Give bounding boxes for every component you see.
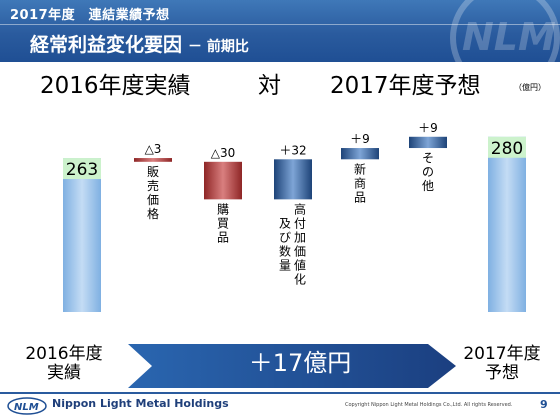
category-label-3a-3: 加: [294, 230, 306, 244]
value-label-2: △3: [145, 142, 162, 156]
category-label-3a-1: 高: [294, 201, 306, 216]
comparison-middle: 対: [258, 73, 281, 99]
category-label-1-2: 売: [147, 178, 159, 193]
category-label-2-2: 買: [217, 216, 229, 230]
comparison-left: 2016年度実績: [40, 73, 191, 99]
value-label-5: ＋9: [350, 132, 370, 146]
page-title-main: 経常利益変化要因: [30, 34, 183, 56]
bottom-end-line1: 2017年度: [463, 344, 541, 364]
category-label-1-4: 格: [147, 206, 159, 221]
category-label-3a-6: 化: [294, 272, 306, 286]
value-label-6: ＋9: [418, 121, 438, 135]
page-number: 9: [540, 398, 548, 411]
bottom-end-label: 2017年度 予想: [452, 345, 552, 383]
company-logo-icon: NLM: [7, 397, 47, 415]
category-label-4-3: 品: [354, 190, 366, 204]
category-label-2-3: 品: [217, 230, 229, 244]
category-label-4-2: 商: [354, 175, 366, 190]
bar-3: [204, 161, 242, 200]
value-label-1: 263: [66, 160, 98, 180]
category-label-1-1: 販: [147, 165, 159, 179]
category-label-3a-2: 付: [294, 216, 306, 230]
value-label-3: △30: [211, 146, 236, 160]
category-label-3b-3: 数: [279, 243, 291, 258]
bottom-end-line2: 予想: [485, 363, 519, 383]
category-label-5-1: そ: [422, 151, 434, 165]
unit-label: （億円）: [514, 83, 546, 92]
bar-5: [341, 148, 379, 160]
footer-company: Nippon Light Metal Holdings: [52, 397, 229, 410]
category-label-3b-2: び: [279, 230, 291, 244]
category-label-4-1: 新: [354, 161, 366, 176]
bar-1: [63, 158, 101, 312]
category-label-3a-5: 値: [294, 257, 306, 272]
comparison-right: 2017年度予想: [330, 73, 481, 99]
header-banner: 2017年度 連結業績予想 経常利益変化要因 － 前期比 NLM: [0, 0, 560, 62]
svg-text:NLM: NLM: [462, 15, 556, 59]
bar-7: [488, 136, 526, 312]
page-subtitle: － 前期比: [188, 39, 249, 55]
header-topline: 2017年度 連結業績予想: [10, 8, 170, 23]
bar-2: [134, 158, 172, 162]
category-label-3b-1: 及: [279, 216, 291, 230]
category-label-5-3: 他: [422, 179, 434, 193]
company-logo-text: NLM: [14, 402, 39, 413]
bar-6: [409, 136, 447, 149]
bar-4: [274, 159, 312, 200]
bottom-start-line1: 2016年度: [25, 344, 103, 364]
footer-rule: [0, 392, 560, 394]
change-amount: ＋17億円: [248, 349, 352, 377]
header-divider: [0, 24, 560, 25]
bottom-start-line2: 実績: [47, 363, 81, 383]
change-arrow: [128, 344, 456, 388]
page-title: 経常利益変化要因 － 前期比: [30, 30, 249, 57]
footer-copyright: Copyright Nippon Light Metal Holdings Co…: [345, 402, 513, 408]
logo-watermark-icon: NLM: [450, 0, 560, 62]
category-label-2-1: 購: [217, 202, 229, 216]
bottom-start-label: 2016年度 実績: [14, 345, 114, 383]
comparison-title: 2016年度実績 対 2017年度予想: [0, 64, 560, 99]
value-label-7: 280: [491, 139, 523, 159]
change-arrow-shape: [128, 344, 456, 388]
category-label-5-2: の: [422, 165, 434, 179]
category-label-3a-4: 価: [294, 244, 306, 258]
category-label-3b-4: 量: [279, 258, 291, 272]
value-label-bg-7: [488, 136, 526, 158]
value-label-4: ＋32: [279, 143, 306, 157]
value-label-bg-1: [63, 158, 101, 180]
category-label-1-3: 価: [147, 193, 159, 207]
